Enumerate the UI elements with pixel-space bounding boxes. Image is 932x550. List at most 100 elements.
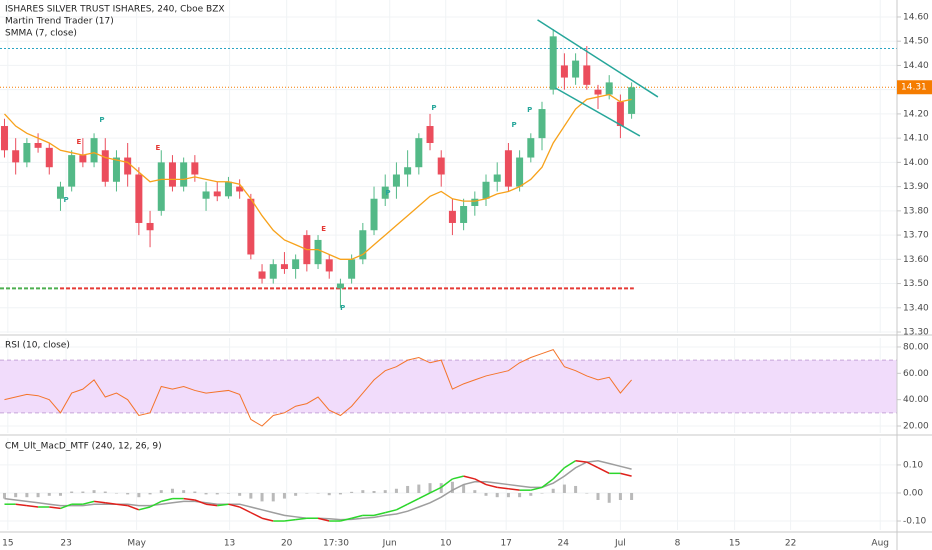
macd-line-segment [295, 517, 307, 521]
macd-line-segment [440, 478, 453, 488]
candle-body [516, 157, 524, 187]
smma-line [4, 93, 632, 260]
macd-histogram-bar [361, 490, 365, 493]
candle-body [292, 259, 300, 270]
rsi-line [4, 348, 632, 427]
macd-line-segment [317, 517, 330, 522]
macd-histogram-bar [170, 488, 174, 493]
macd-histogram-bar [518, 492, 522, 498]
x-tick-label: 15 [2, 539, 13, 549]
macd-line-segment [474, 478, 487, 486]
candle-body [202, 191, 210, 199]
candle-body [213, 191, 221, 197]
macd-histogram-bar [204, 492, 208, 495]
y-tick-label: 13.80 [903, 206, 929, 216]
macd-histogram-bar [114, 492, 118, 494]
signal-label: P [99, 116, 104, 124]
macd-line-segment [105, 502, 117, 505]
candle-body [549, 36, 557, 90]
candle-body [460, 206, 468, 223]
x-tick-label: May [127, 539, 146, 549]
macd-histogram-bar [506, 492, 510, 498]
x-tick-label: 20 [281, 539, 293, 549]
macd-histogram-bar [607, 492, 611, 503]
macd-line-segment [205, 503, 218, 507]
candle-body [572, 60, 580, 78]
macd-histogram-bar [417, 484, 421, 493]
macd-histogram-bar [238, 492, 242, 496]
macd-histogram-bar [2, 492, 6, 499]
x-tick-label: 8 [675, 539, 681, 549]
macd-line-segment [284, 518, 296, 522]
macd-line-segment [250, 511, 263, 519]
y-tick-label: 80.00 [903, 342, 929, 352]
macd-line-segment [93, 500, 106, 504]
grid [0, 0, 897, 530]
macd-line-segment [228, 503, 240, 508]
macd-line-segment [138, 506, 151, 511]
macd-line-segment [407, 497, 420, 505]
macd-line-segment [429, 486, 442, 494]
candle-body [124, 157, 132, 175]
macd-histogram-bar [540, 492, 544, 494]
macd-line-segment [340, 517, 352, 522]
candle-body [68, 155, 76, 187]
macd-histogram-bar [473, 490, 477, 493]
macd-line-segment [15, 503, 27, 507]
candle-body [23, 142, 31, 163]
macd-histogram-bar [70, 491, 74, 493]
y-tick-label: 14.40 [903, 61, 929, 71]
y-tick-label: -0.10 [903, 517, 927, 527]
y-tick-label: 14.50 [903, 37, 929, 47]
macd-line-segment [239, 506, 252, 514]
macd-line-segment [49, 506, 61, 510]
y-tick-label: 13.50 [903, 279, 929, 289]
candle-body [426, 126, 434, 143]
macd-line-segment [620, 472, 632, 477]
macd-line-segment [552, 467, 565, 480]
last-price-label: 14.31 [901, 83, 927, 93]
main-title: ISHARES SILVER TRUST ISHARES, 240, Cboe … [5, 5, 225, 15]
macd-histogram-bar [137, 492, 141, 498]
candle-body [471, 198, 479, 207]
y-tick-label: 13.90 [903, 182, 929, 192]
candle-body [325, 259, 333, 272]
candle-body [381, 186, 389, 199]
candle-body [180, 162, 188, 187]
candle-body [616, 101, 624, 127]
y-tick-label: 40.00 [903, 395, 929, 405]
signal-label: P [340, 304, 345, 312]
y-tick-label: 14.10 [903, 134, 929, 144]
candle-body [504, 150, 512, 187]
macd-line-segment [463, 475, 475, 480]
candle-body [404, 167, 412, 175]
x-tick-label: 23 [60, 539, 71, 549]
macd-line-segment [485, 483, 498, 489]
macd-histogram-bar [193, 491, 197, 493]
macd-histogram-bar [551, 488, 555, 493]
macd-line-segment [149, 500, 162, 508]
macd-histogram-bar [495, 492, 499, 498]
rsi-band [0, 360, 897, 413]
x-tick-label: 15 [729, 539, 740, 549]
x-tick-label: Jun [382, 539, 397, 549]
macd-histogram-bar [630, 492, 634, 500]
macd-line-segment [575, 459, 587, 463]
candle-body [583, 65, 591, 85]
candle-body [12, 150, 20, 163]
rsi-title: RSI (10, close) [5, 341, 70, 351]
x-tick-label: 17 [500, 539, 511, 549]
signal-label: E [156, 144, 161, 152]
macd-histogram-bar [47, 492, 51, 496]
candle-body [392, 174, 400, 187]
macd-line-segment [161, 497, 173, 503]
macd-histogram-bar [338, 492, 342, 495]
signal-label: P [527, 106, 532, 114]
candle-body [79, 155, 87, 163]
y-tick-label: 13.60 [903, 255, 929, 265]
macd-histogram-bar [81, 491, 85, 493]
overlay-name: SMMA (7, close) [5, 29, 77, 39]
x-tick-label: 24 [558, 539, 570, 549]
macd-line-segment [541, 478, 554, 488]
